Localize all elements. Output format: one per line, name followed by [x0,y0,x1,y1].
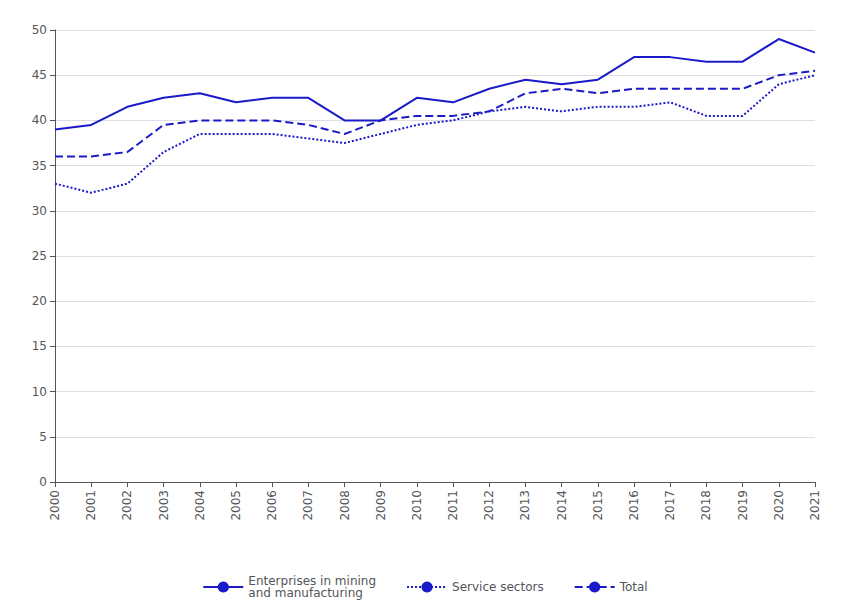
svg-text:2009: 2009 [374,490,388,521]
svg-text:2017: 2017 [663,490,677,521]
svg-text:2020: 2020 [772,490,786,521]
svg-text:2010: 2010 [410,490,424,521]
svg-text:20: 20 [32,294,47,308]
svg-text:15: 15 [32,339,47,353]
svg-text:2005: 2005 [229,490,243,521]
svg-text:2012: 2012 [482,490,496,521]
svg-text:40: 40 [32,113,47,127]
svg-text:Enterprises in mining: Enterprises in mining [248,574,376,588]
svg-text:2000: 2000 [48,490,62,521]
svg-text:2013: 2013 [518,490,532,521]
svg-text:25: 25 [32,249,47,263]
svg-text:2019: 2019 [736,490,750,521]
svg-text:50: 50 [32,23,47,37]
svg-text:2004: 2004 [193,490,207,521]
svg-text:2021: 2021 [808,490,822,521]
svg-text:35: 35 [32,159,47,173]
svg-text:2008: 2008 [338,490,352,521]
svg-text:2006: 2006 [265,490,279,521]
svg-text:2003: 2003 [157,490,171,521]
svg-text:10: 10 [32,385,47,399]
svg-text:2002: 2002 [120,490,134,521]
svg-text:Total: Total [619,580,648,594]
svg-text:2007: 2007 [301,490,315,521]
svg-text:and manufacturing: and manufacturing [248,586,363,600]
svg-text:2016: 2016 [627,490,641,521]
svg-text:30: 30 [32,204,47,218]
svg-text:45: 45 [32,68,47,82]
svg-text:0: 0 [39,475,47,489]
svg-text:2001: 2001 [84,490,98,521]
svg-text:Service sectors: Service sectors [452,580,544,594]
svg-text:2014: 2014 [555,490,569,521]
svg-text:2015: 2015 [591,490,605,521]
svg-text:2018: 2018 [699,490,713,521]
svg-text:5: 5 [39,430,47,444]
svg-text:2011: 2011 [446,490,460,521]
